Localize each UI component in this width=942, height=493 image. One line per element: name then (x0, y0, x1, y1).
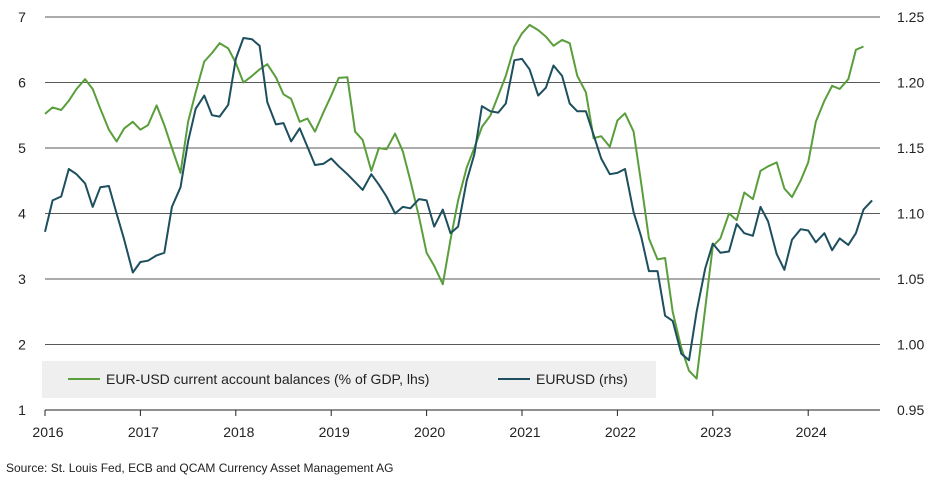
y-axis-right-labels: 0.95 1.00 1.05 1.10 1.15 1.20 1.25 (897, 9, 924, 418)
y-right-tick-label: 1.10 (897, 206, 924, 222)
x-tick-label: 2021 (509, 424, 540, 440)
y-left-tick-label: 5 (18, 140, 26, 156)
legend-label-current-account: EUR-USD current account balances (% of G… (106, 371, 429, 387)
y-right-tick-label: 0.95 (897, 402, 924, 418)
series-line-current-account (44, 23, 864, 380)
series-lines (44, 23, 873, 380)
y-right-tick-label: 1.20 (897, 75, 924, 91)
y-right-tick-label: 1.15 (897, 140, 924, 156)
legend-background (42, 361, 656, 398)
y-left-tick-label: 6 (18, 75, 26, 91)
legend: EUR-USD current account balances (% of G… (42, 361, 656, 398)
y-right-tick-label: 1.00 (897, 337, 924, 353)
source-note: Source: St. Louis Fed, ECB and QCAM Curr… (6, 461, 394, 475)
legend-label-eurusd: EURUSD (rhs) (536, 371, 628, 387)
y-right-tick-label: 1.25 (897, 9, 924, 25)
x-tick-label: 2016 (32, 424, 63, 440)
y-left-tick-label: 4 (18, 206, 26, 222)
y-left-tick-label: 2 (18, 337, 26, 353)
y-right-tick-label: 1.05 (897, 271, 924, 287)
x-tick-label: 2020 (414, 424, 445, 440)
x-tick-label: 2017 (128, 424, 159, 440)
x-tick-label: 2023 (700, 424, 731, 440)
axes (44, 409, 880, 416)
y-left-tick-label: 3 (18, 271, 26, 287)
y-left-tick-label: 1 (18, 402, 26, 418)
x-tick-label: 2019 (319, 424, 350, 440)
x-tick-label: 2024 (796, 424, 827, 440)
series-line-eurusd (44, 37, 873, 362)
x-tick-label: 2022 (605, 424, 636, 440)
y-axis-left-labels: 1 2 3 4 5 6 7 (18, 9, 26, 418)
y-left-tick-label: 7 (18, 9, 26, 25)
x-axis-labels: 2016 2017 2018 2019 2020 2021 2022 2023 2024 (32, 424, 827, 440)
x-tick-label: 2018 (223, 424, 254, 440)
